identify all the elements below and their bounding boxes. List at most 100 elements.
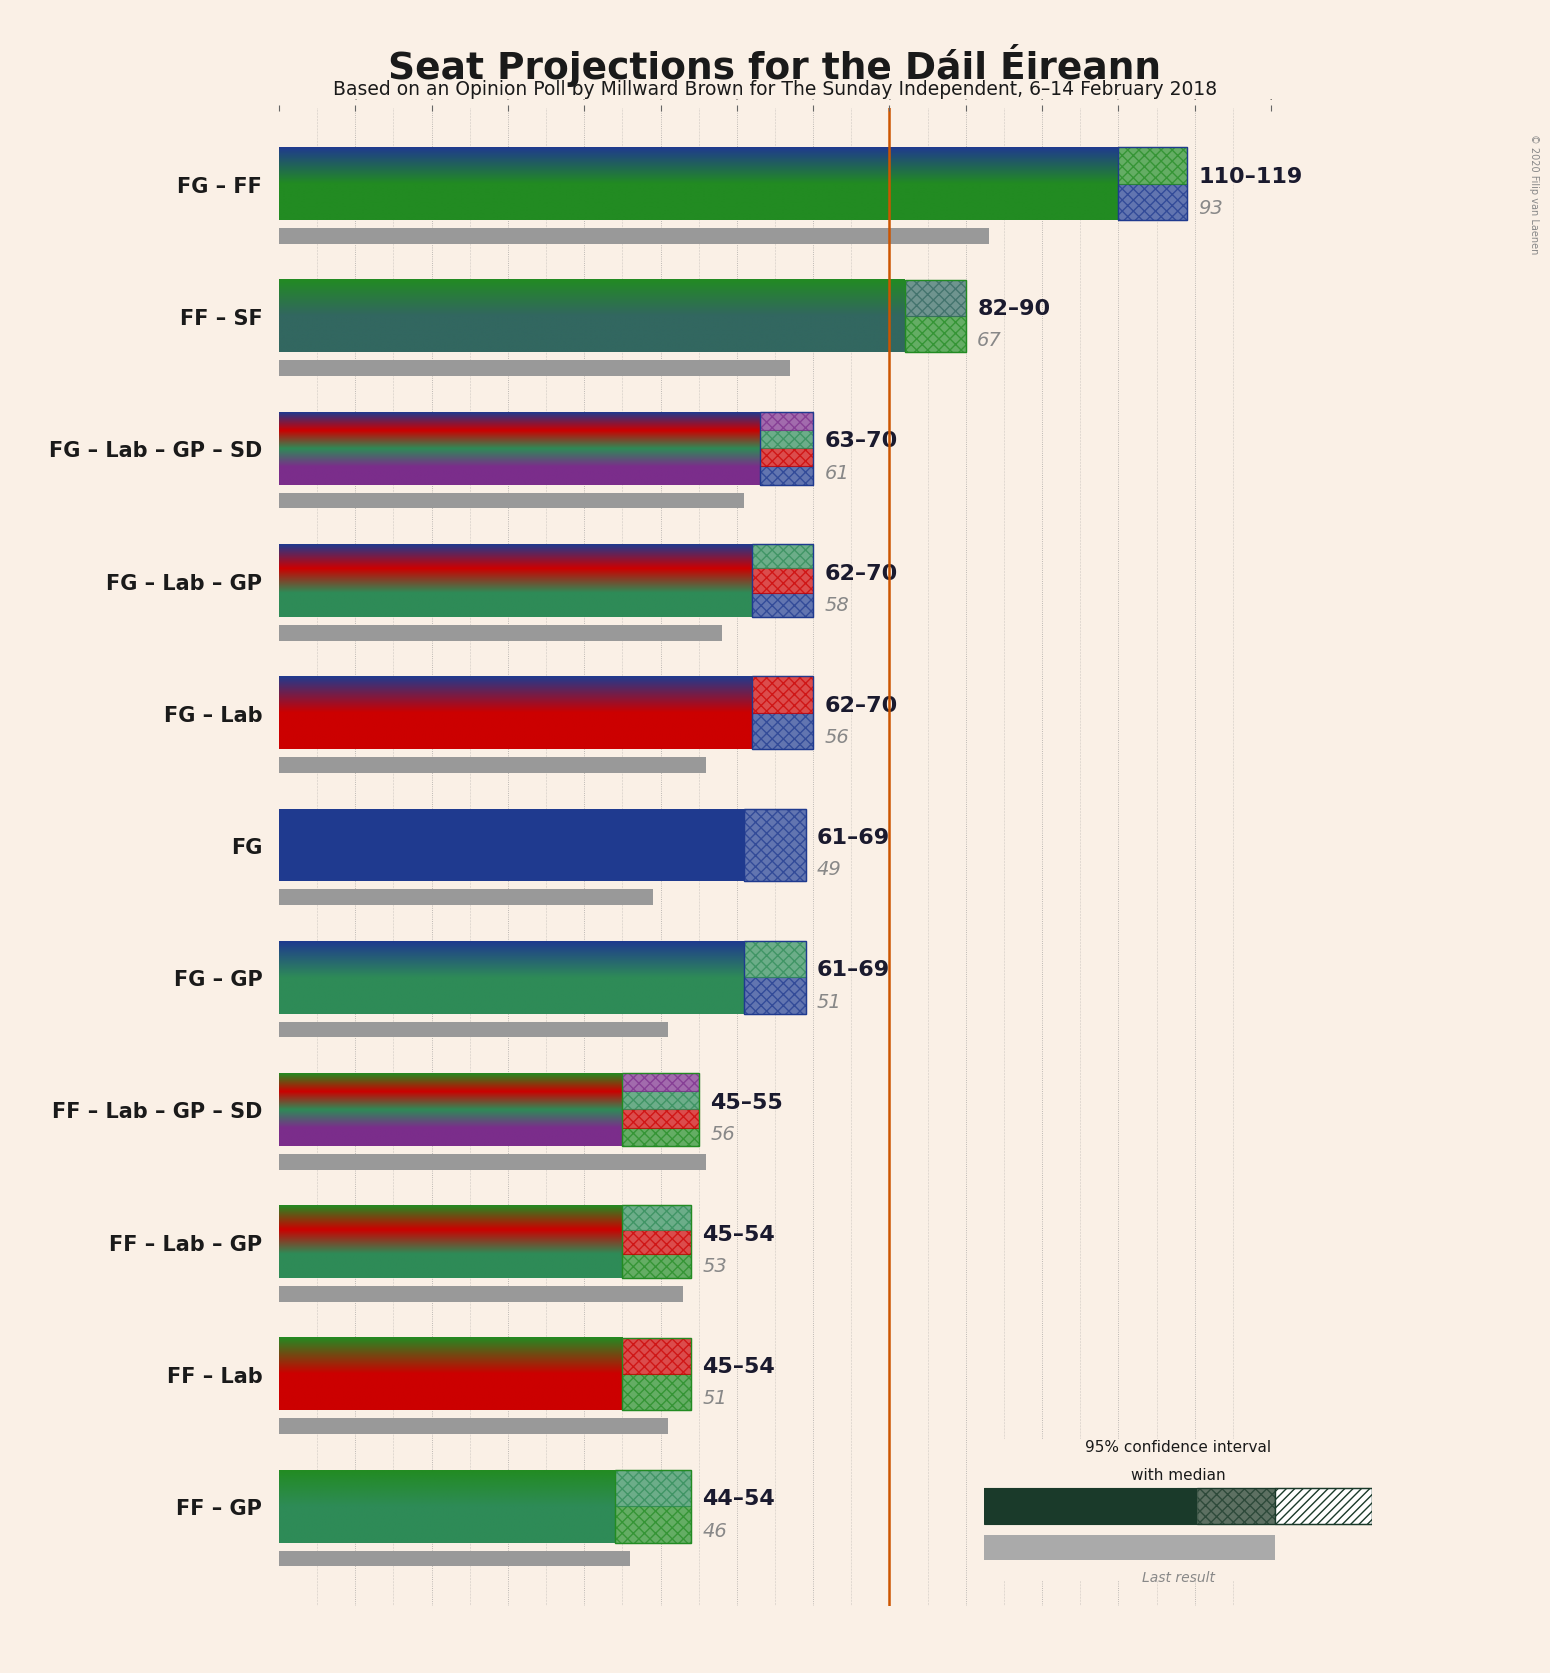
Bar xyxy=(752,713,814,750)
Text: 45–54: 45–54 xyxy=(702,1357,775,1377)
Bar xyxy=(760,432,814,448)
Text: 63–70: 63–70 xyxy=(825,432,897,452)
Text: 62–70: 62–70 xyxy=(825,696,897,716)
Text: 51: 51 xyxy=(817,992,842,1010)
Bar xyxy=(760,467,814,485)
Text: 61–69: 61–69 xyxy=(817,960,890,980)
Bar xyxy=(752,545,814,617)
Bar xyxy=(279,1154,707,1169)
Bar xyxy=(1119,149,1187,184)
Bar xyxy=(905,281,966,316)
Bar xyxy=(984,1534,1274,1559)
Bar xyxy=(623,1230,691,1255)
Bar xyxy=(1119,184,1187,221)
Bar xyxy=(279,890,653,905)
Text: 53: 53 xyxy=(702,1256,727,1275)
Bar xyxy=(623,1206,691,1230)
Bar xyxy=(623,1092,699,1109)
Bar xyxy=(623,1074,699,1146)
Bar xyxy=(1119,184,1187,221)
Bar xyxy=(760,413,814,432)
Bar xyxy=(752,594,814,617)
Bar xyxy=(623,1128,699,1146)
Text: 56: 56 xyxy=(825,728,849,746)
Bar xyxy=(752,678,814,713)
Bar xyxy=(279,1551,629,1566)
Text: 49: 49 xyxy=(817,860,842,878)
Bar xyxy=(905,281,966,316)
Bar xyxy=(623,1374,691,1410)
Bar xyxy=(744,977,806,1014)
Text: 58: 58 xyxy=(825,596,849,614)
Bar xyxy=(615,1506,691,1543)
Bar xyxy=(1274,1489,1372,1524)
Text: Last result: Last result xyxy=(1141,1571,1215,1584)
Bar xyxy=(279,626,722,641)
Bar xyxy=(752,569,814,594)
Bar xyxy=(905,281,966,353)
Bar xyxy=(1197,1489,1274,1524)
Bar xyxy=(623,1338,691,1374)
Bar xyxy=(623,1074,699,1092)
Bar xyxy=(279,810,744,882)
Text: 44–54: 44–54 xyxy=(702,1489,775,1509)
Text: 82–90: 82–90 xyxy=(976,299,1051,320)
Text: 61–69: 61–69 xyxy=(817,828,890,848)
Bar xyxy=(744,942,806,977)
Bar xyxy=(760,467,814,485)
Bar xyxy=(984,1489,1197,1524)
Bar xyxy=(279,229,989,244)
Text: 45–55: 45–55 xyxy=(710,1092,783,1113)
Bar xyxy=(744,942,806,977)
Text: 56: 56 xyxy=(710,1124,735,1143)
Bar xyxy=(279,1022,668,1037)
Bar xyxy=(760,448,814,467)
Text: 62–70: 62–70 xyxy=(825,564,897,584)
Bar xyxy=(752,713,814,750)
Bar xyxy=(623,1206,691,1278)
Bar xyxy=(623,1092,699,1109)
Text: 46: 46 xyxy=(702,1521,727,1539)
Text: with median: with median xyxy=(1130,1467,1226,1482)
Bar xyxy=(752,594,814,617)
Bar xyxy=(623,1374,691,1410)
Bar xyxy=(623,1109,699,1128)
Bar xyxy=(905,316,966,353)
Bar xyxy=(623,1338,691,1374)
Bar xyxy=(279,361,790,376)
Text: 51: 51 xyxy=(702,1389,727,1407)
Bar xyxy=(760,432,814,448)
Text: © 2020 Filip van Laenen: © 2020 Filip van Laenen xyxy=(1530,134,1539,254)
Bar xyxy=(1119,149,1187,184)
Text: 67: 67 xyxy=(976,331,1001,350)
Bar xyxy=(760,413,814,432)
Bar xyxy=(744,810,806,882)
Bar xyxy=(279,1419,668,1434)
Bar xyxy=(1119,149,1187,221)
Bar xyxy=(752,545,814,569)
Bar xyxy=(744,810,806,882)
Bar xyxy=(760,448,814,467)
Bar xyxy=(623,1255,691,1278)
Bar xyxy=(752,678,814,750)
Bar xyxy=(615,1506,691,1543)
Bar xyxy=(279,494,744,509)
Bar xyxy=(752,678,814,713)
Bar xyxy=(615,1471,691,1506)
Text: Based on an Opinion Poll by Millward Brown for The Sunday Independent, 6–14 Febr: Based on an Opinion Poll by Millward Bro… xyxy=(333,80,1217,99)
Text: 93: 93 xyxy=(1198,199,1223,217)
Bar xyxy=(623,1206,691,1230)
Bar xyxy=(623,1128,699,1146)
Bar xyxy=(744,810,806,882)
Bar xyxy=(744,977,806,1014)
Bar xyxy=(984,1489,1372,1524)
Bar xyxy=(623,1230,691,1255)
Bar xyxy=(279,1287,684,1302)
Bar xyxy=(623,1109,699,1128)
Bar xyxy=(615,1471,691,1506)
Text: 61: 61 xyxy=(825,463,849,482)
Bar xyxy=(760,413,814,485)
Bar xyxy=(752,545,814,569)
Bar xyxy=(279,758,707,773)
Bar xyxy=(623,1074,699,1092)
